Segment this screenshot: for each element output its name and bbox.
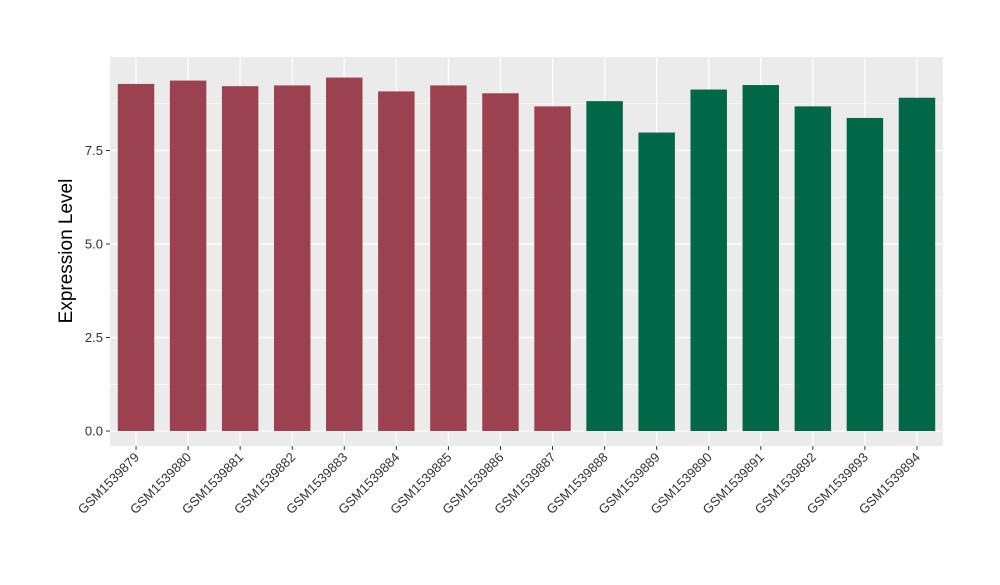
- y-tick-label: 2.5: [85, 330, 103, 345]
- y-tick-label: 0.0: [85, 424, 103, 439]
- bar-GSM1539892: [794, 106, 832, 432]
- y-axis-title: Expression Level: [56, 179, 77, 324]
- bar-GSM1539880: [169, 80, 207, 432]
- bar-GSM1539885: [430, 85, 467, 432]
- bar-GSM1539893: [846, 117, 884, 432]
- bar-GSM1539889: [638, 132, 675, 432]
- bar-GSM1539890: [690, 89, 727, 432]
- bars-group: [117, 77, 936, 432]
- y-tick-label: 7.5: [85, 143, 103, 158]
- bar-GSM1539886: [482, 93, 519, 432]
- bar-GSM1539891: [742, 85, 780, 432]
- bar-GSM1539879: [117, 83, 155, 432]
- x-axis: GSM1539879GSM1539880GSM1539881GSM1539882…: [75, 446, 923, 517]
- bar-GSM1539884: [378, 91, 415, 432]
- bar-GSM1539887: [534, 106, 571, 432]
- bar-GSM1539894: [898, 97, 936, 432]
- y-axis: 0.0 2.5 5.0 7.5: [85, 143, 110, 439]
- bar-GSM1539883: [326, 77, 363, 432]
- bar-GSM1539882: [273, 85, 311, 432]
- y-tick-label: 5.0: [85, 237, 103, 252]
- bar-GSM1539881: [221, 86, 259, 432]
- bar-GSM1539888: [586, 101, 623, 432]
